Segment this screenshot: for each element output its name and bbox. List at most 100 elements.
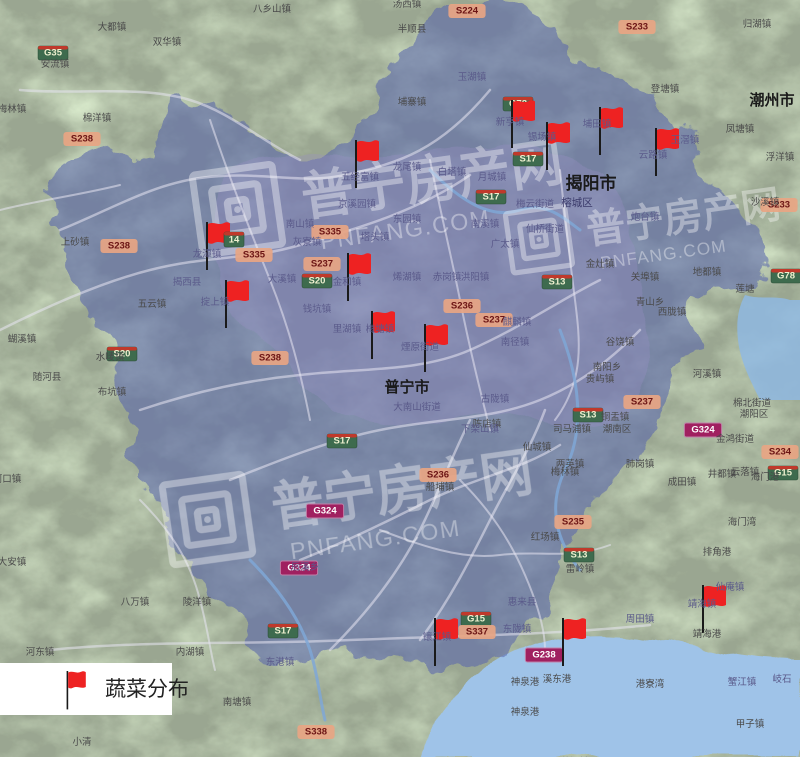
svg-text:S238: S238 (108, 241, 130, 252)
svg-text:S17: S17 (334, 436, 351, 447)
svg-text:埔寨镇: 埔寨镇 (398, 96, 427, 108)
svg-text:随河县: 随河县 (33, 371, 62, 383)
svg-text:河溪镇: 河溪镇 (693, 368, 722, 380)
svg-text:S237: S237 (311, 259, 333, 270)
svg-text:普宁市: 普宁市 (384, 378, 429, 396)
svg-text:蝴溪镇: 蝴溪镇 (8, 333, 37, 345)
svg-text:仙庵镇: 仙庵镇 (716, 581, 745, 593)
svg-text:S236: S236 (451, 301, 473, 312)
svg-text:水唛镇: 水唛镇 (96, 351, 125, 363)
svg-text:S20: S20 (309, 276, 326, 287)
svg-text:内湖镇: 内湖镇 (176, 646, 205, 658)
svg-text:惠来县: 惠来县 (508, 596, 537, 608)
svg-text:G35: G35 (44, 48, 63, 59)
svg-text:掟上镇: 掟上镇 (201, 296, 230, 308)
svg-text:小清: 小清 (72, 736, 92, 748)
svg-text:梅云街道: 梅云街道 (516, 198, 555, 210)
svg-text:S13: S13 (549, 277, 566, 288)
svg-text:双华镇: 双华镇 (153, 36, 182, 48)
svg-text:梅塘镇: 梅塘镇 (366, 323, 395, 335)
svg-text:沙溪镇: 沙溪镇 (751, 196, 780, 208)
svg-text:上砂镇: 上砂镇 (61, 236, 90, 248)
svg-text:棉洋镇: 棉洋镇 (83, 112, 112, 124)
svg-text:G238: G238 (532, 650, 555, 661)
svg-text:榕城区: 榕城区 (561, 196, 593, 209)
svg-text:神泉港: 神泉港 (511, 676, 540, 688)
svg-text:五云镇: 五云镇 (138, 298, 167, 310)
svg-text:里湖镇: 里湖镇 (333, 323, 362, 335)
svg-text:新亨镇: 新亨镇 (496, 116, 525, 128)
svg-text:仙桥街道: 仙桥街道 (526, 223, 565, 235)
svg-text:南径镇: 南径镇 (501, 336, 530, 348)
svg-text:铜盂镇: 铜盂镇 (601, 411, 630, 423)
svg-text:溪东港: 溪东港 (543, 673, 572, 685)
svg-text:大南山街道: 大南山街道 (393, 401, 441, 413)
svg-text:蔬菜分布: 蔬菜分布 (105, 678, 189, 701)
svg-text:浮洋镇: 浮洋镇 (766, 151, 795, 163)
svg-text:河东镇: 河东镇 (26, 646, 55, 658)
svg-text:玉湖镇: 玉湖镇 (458, 71, 487, 83)
svg-text:南塘镇: 南塘镇 (223, 696, 252, 708)
svg-text:八万镇: 八万镇 (121, 596, 150, 608)
svg-text:贵屿镇: 贵屿镇 (586, 373, 615, 385)
svg-text:下架山镇: 下架山镇 (461, 423, 500, 435)
svg-text:京溪园镇: 京溪园镇 (338, 198, 377, 210)
svg-text:靖海镇: 靖海镇 (688, 598, 717, 610)
svg-text:周田镇: 周田镇 (626, 613, 655, 625)
svg-text:南溪镇: 南溪镇 (471, 218, 500, 230)
svg-text:S337: S337 (466, 627, 488, 638)
svg-text:S234: S234 (769, 447, 792, 458)
svg-text:煙原街道: 煙原街道 (401, 341, 440, 353)
svg-text:潮阳区: 潮阳区 (740, 408, 769, 420)
svg-text:S224: S224 (456, 6, 479, 17)
svg-text:红场镇: 红场镇 (531, 531, 560, 543)
svg-text:大都镇: 大都镇 (98, 21, 127, 33)
svg-text:半顺县: 半顺县 (398, 23, 427, 35)
svg-text:钱坑镇: 钱坑镇 (303, 303, 332, 315)
svg-text:炮台镇: 炮台镇 (631, 211, 660, 223)
svg-text:S233: S233 (626, 22, 648, 33)
svg-text:肺岗镇: 肺岗镇 (626, 458, 655, 470)
svg-text:S338: S338 (305, 727, 327, 738)
svg-text:甲子镇: 甲子镇 (736, 718, 765, 730)
svg-text:麒麟镇: 麒麟镇 (503, 316, 532, 328)
svg-text:S237: S237 (631, 397, 653, 408)
svg-text:揭阳市: 揭阳市 (566, 173, 617, 193)
svg-text:汤西镇: 汤西镇 (393, 0, 422, 10)
svg-text:洪阳镇: 洪阳镇 (461, 271, 490, 283)
svg-text:岐石: 岐石 (772, 673, 791, 685)
svg-text:棉北街道: 棉北街道 (733, 397, 772, 409)
svg-text:白塔镇: 白塔镇 (438, 166, 467, 178)
svg-text:安流镇: 安流镇 (41, 58, 70, 70)
svg-text:登塘镇: 登塘镇 (651, 83, 680, 95)
svg-text:14: 14 (229, 235, 240, 246)
svg-text:G324: G324 (691, 425, 715, 436)
svg-text:梅林镇: 梅林镇 (0, 103, 27, 115)
svg-text:两英镇: 两英镇 (556, 458, 585, 470)
svg-text:南阳乡: 南阳乡 (593, 361, 622, 373)
svg-text:关埠镇: 关埠镇 (631, 271, 660, 283)
svg-text:玉滘镇: 玉滘镇 (671, 134, 700, 146)
svg-text:蟹江镇: 蟹江镇 (728, 676, 757, 688)
svg-text:南山镇: 南山镇 (286, 218, 315, 230)
svg-text:龙潭镇: 龙潭镇 (193, 248, 222, 260)
svg-text:揭西县: 揭西县 (173, 276, 202, 288)
svg-text:莲塘: 莲塘 (735, 283, 755, 295)
svg-text:大溪镇: 大溪镇 (268, 273, 297, 285)
svg-text:G78: G78 (777, 271, 795, 282)
svg-text:锡场镇: 锡场镇 (528, 131, 557, 143)
svg-text:港寮湾: 港寮湾 (636, 678, 665, 690)
svg-text:地都镇: 地都镇 (693, 266, 722, 278)
svg-text:海门湾: 海门湾 (728, 516, 757, 528)
svg-text:排角港: 排角港 (703, 546, 732, 558)
svg-text:云路镇: 云路镇 (639, 149, 668, 161)
svg-text:潮南区: 潮南区 (603, 423, 632, 435)
svg-text:S17: S17 (520, 154, 537, 165)
svg-text:月城镇: 月城镇 (478, 171, 507, 183)
svg-text:船埔镇: 船埔镇 (426, 481, 455, 493)
svg-text:龙尾镇: 龙尾镇 (393, 161, 422, 173)
svg-text:海门港: 海门港 (751, 471, 780, 483)
svg-text:东港镇: 东港镇 (266, 656, 295, 668)
svg-text:雷岭镇: 雷岭镇 (566, 563, 595, 575)
svg-text:S13: S13 (580, 410, 597, 421)
